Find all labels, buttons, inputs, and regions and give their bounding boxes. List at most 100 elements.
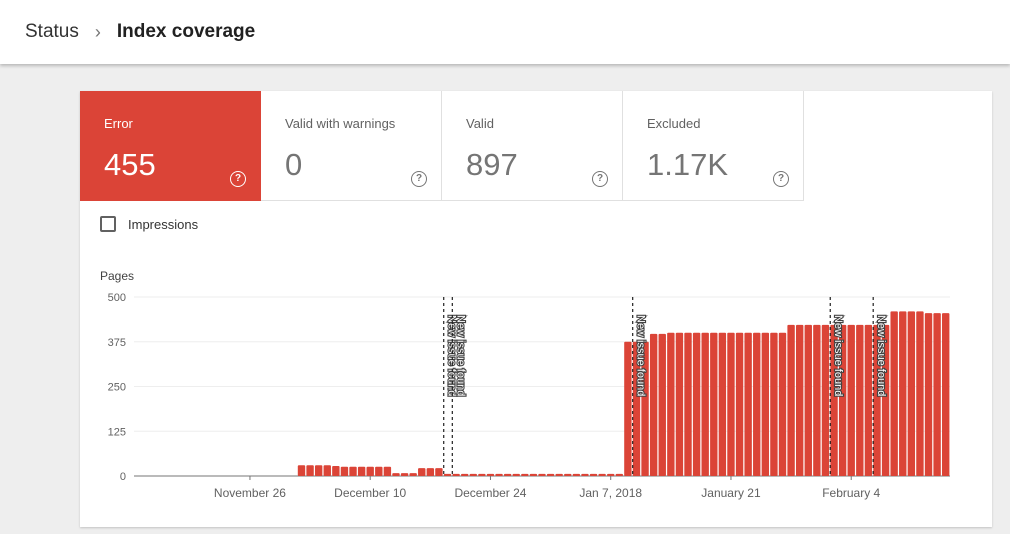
bar (795, 324, 804, 476)
bar (564, 473, 572, 476)
bar (778, 332, 787, 476)
bar (409, 473, 417, 476)
bar (701, 332, 709, 476)
new-issue-label: New issue found (454, 315, 466, 396)
bar (864, 324, 873, 476)
bar (899, 311, 907, 476)
tile-label: Excluded (647, 116, 701, 131)
new-issue-label: New issue found (832, 315, 844, 396)
bar (753, 332, 761, 476)
bar (589, 473, 598, 476)
bar (469, 473, 477, 476)
y-tick-label: 500 (108, 292, 126, 304)
tile-value: 0 (285, 147, 303, 182)
bar (521, 473, 529, 476)
bar (907, 311, 916, 476)
status-tiles: Error 455 ? Valid with warnings 0 ? Vali… (80, 91, 804, 201)
bar (323, 465, 331, 476)
help-icon[interactable]: ? (230, 171, 246, 187)
bar (314, 465, 323, 476)
x-tick-label: February 4 (822, 486, 880, 500)
bar (366, 466, 374, 476)
bar (684, 332, 692, 476)
bar (461, 473, 469, 476)
bar (856, 324, 864, 476)
valid-with-warnings-tile[interactable]: Valid with warnings 0 ? (261, 91, 442, 201)
bar (598, 473, 606, 476)
bar (529, 473, 538, 476)
page-title: Index coverage (116, 21, 256, 42)
bar (873, 324, 881, 476)
bar (632, 341, 641, 476)
bar (306, 465, 314, 476)
y-axis-label: Pages (100, 269, 134, 283)
bar (340, 466, 349, 476)
bar (735, 332, 744, 476)
bar (357, 466, 366, 476)
bar (718, 332, 727, 476)
bar (667, 332, 675, 476)
bar (761, 332, 770, 476)
bar (847, 324, 855, 476)
bar (813, 324, 821, 476)
bar (555, 473, 563, 476)
bar (426, 468, 435, 476)
impressions-toggle[interactable]: Impressions (100, 216, 198, 232)
bar (692, 332, 701, 476)
excluded-tile[interactable]: Excluded 1.17K ? (623, 91, 804, 201)
bar (830, 324, 838, 476)
bar (332, 465, 340, 476)
bar (349, 466, 357, 476)
new-issue-label: New issue found (875, 315, 887, 396)
bar (942, 313, 950, 476)
bar (375, 466, 383, 476)
y-tick-label: 375 (108, 337, 126, 349)
bar (924, 313, 933, 476)
bar (607, 473, 615, 476)
bar (495, 473, 503, 476)
bar (710, 332, 718, 476)
coverage-card: Error 455 ? Valid with warnings 0 ? Vali… (80, 91, 992, 527)
tile-value: 1.17K (647, 147, 729, 182)
bar (503, 473, 512, 476)
bar (443, 473, 452, 476)
help-icon[interactable]: ? (773, 171, 789, 187)
bar (486, 473, 495, 476)
valid-tile[interactable]: Valid 897 ? (442, 91, 623, 201)
help-icon[interactable]: ? (411, 171, 427, 187)
bar (297, 465, 306, 476)
bar (881, 324, 890, 476)
bar (649, 333, 658, 476)
bar (658, 333, 666, 476)
bar (538, 473, 546, 476)
breadcrumb-status-link[interactable]: Status (25, 21, 79, 42)
bar (744, 332, 752, 476)
error-tile[interactable]: Error 455 ? (80, 91, 261, 201)
bar (727, 332, 735, 476)
x-tick-label: January 21 (701, 486, 761, 500)
bar (400, 473, 409, 476)
bar (478, 473, 486, 476)
bar (546, 473, 555, 476)
new-issue-label: New issue found (446, 315, 458, 396)
help-icon[interactable]: ? (592, 171, 608, 187)
tile-label: Error (104, 116, 133, 131)
tile-value: 455 (104, 147, 156, 182)
x-tick-label: December 24 (454, 486, 526, 500)
chevron-right-icon: › (94, 21, 101, 42)
tile-value: 897 (466, 147, 518, 182)
y-tick-label: 0 (120, 471, 126, 483)
bar (392, 473, 400, 476)
y-tick-label: 250 (108, 382, 126, 394)
tile-label: Valid (466, 116, 494, 131)
top-bar: Status › Index coverage (0, 0, 1010, 64)
bar (512, 473, 520, 476)
new-issue-label: New issue found (635, 315, 647, 396)
x-tick-label: Jan 7, 2018 (579, 486, 642, 500)
impressions-label: Impressions (128, 216, 199, 232)
error-pages-chart: Pages 0 125 250 375 500 November 26 December 10… (100, 269, 950, 500)
bar (615, 473, 623, 476)
impressions-checkbox[interactable] (100, 216, 116, 232)
bar (572, 473, 581, 476)
bar (916, 311, 924, 476)
